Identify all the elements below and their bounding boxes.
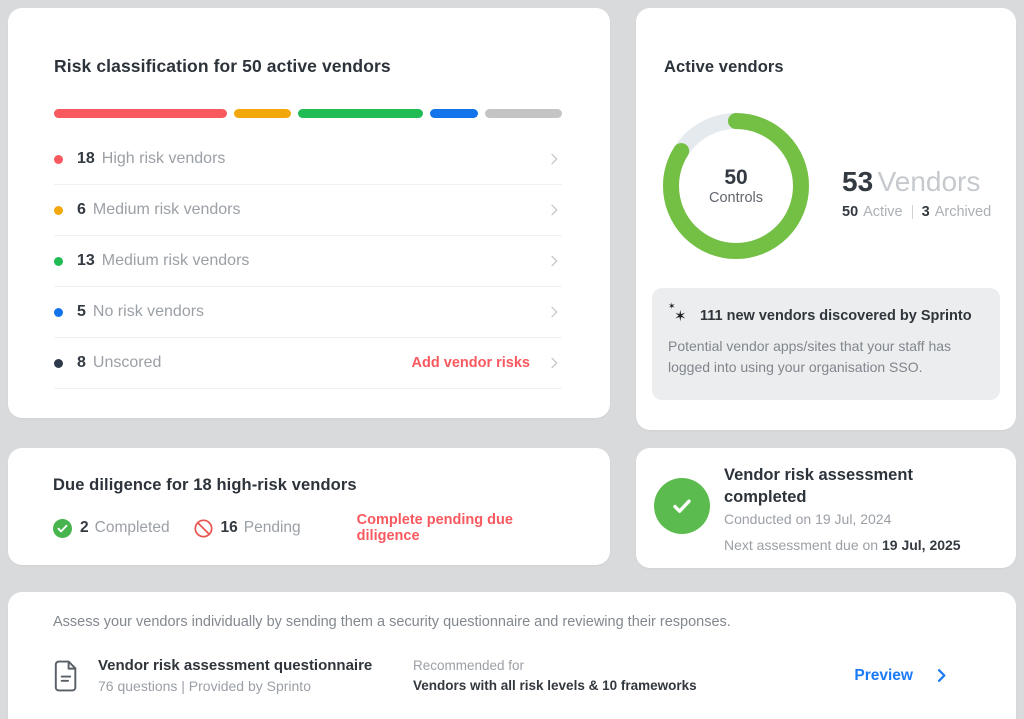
complete-due-diligence-link[interactable]: Complete pending due diligence [356, 512, 513, 544]
pending-label: Pending [243, 519, 301, 536]
medium-risk-count: 6 [77, 201, 86, 218]
controls-donut-chart: 50 Controls [654, 104, 818, 268]
divider [911, 205, 913, 219]
vendors-summary: 53 Vendors 50 Active 3 Archived [842, 166, 991, 220]
success-check-icon [654, 478, 710, 534]
donut-progress [663, 113, 809, 259]
recommended-for-value: Vendors with all risk levels & 10 framew… [413, 678, 697, 693]
pending-count: 16 [220, 519, 238, 536]
low-risk-dot [54, 256, 63, 266]
archived-count: 3 [921, 204, 930, 220]
active-vendors-card: Active vendors 50 Controls 53 Vendors 50… [636, 8, 1016, 430]
risk-rows-list: 18 High risk vendors 6 Medium risk vendo… [54, 134, 562, 389]
preview-label: Preview [854, 666, 913, 684]
bar-segment-unscored [485, 109, 562, 118]
unscored-label: Unscored [92, 354, 162, 371]
next-due-date: 19 Jul, 2025 [881, 536, 961, 553]
bar-segment-high [54, 109, 227, 118]
unscored-dot [54, 358, 63, 368]
archived-label: Archived [934, 204, 992, 220]
discovery-description: Potential vendor apps/sites that your st… [668, 338, 952, 375]
risk-row-medium[interactable]: 6 Medium risk vendors [54, 185, 562, 236]
risk-row-unscored[interactable]: 8 Unscored Add vendor risks [54, 338, 562, 389]
risk-distribution-bar [54, 109, 562, 118]
questionnaire-intro: Assess your vendors individually by send… [53, 614, 731, 630]
bar-segment-no-risk [430, 109, 479, 118]
sparkles-icon: ✶ ✶ [668, 301, 687, 325]
assessment-title: Vendor risk assessment completed [724, 466, 913, 507]
blocked-icon [193, 518, 213, 538]
risk-row-high[interactable]: 18 High risk vendors [54, 134, 562, 185]
risk-row-medium-2[interactable]: 13 Medium risk vendors [54, 236, 562, 287]
chevron-right-icon [546, 253, 562, 269]
vendors-total-count: 53 [842, 166, 874, 197]
bar-segment-medium-2 [298, 109, 424, 118]
risk-card-title: Risk classification for 50 active vendor… [54, 56, 391, 76]
unscored-count: 8 [77, 354, 86, 371]
risk-row-no-risk[interactable]: 5 No risk vendors [54, 287, 562, 338]
medium-risk-dot [54, 205, 63, 215]
assessment-next-due: Next assessment due on 19 Jul, 2025 [724, 536, 961, 553]
due-diligence-card: Due diligence for 18 high-risk vendors 2… [8, 448, 610, 565]
recommended-for-label: Recommended for [413, 658, 525, 673]
vendor-discovery-banner: ✶ ✶ 111 new vendors discovered by Sprinto… [652, 288, 1000, 400]
check-circle-icon [53, 518, 72, 538]
active-label: Active [863, 204, 903, 220]
chevron-right-icon [933, 667, 950, 684]
questionnaire-card: Assess your vendors individually by send… [8, 592, 1016, 719]
chevron-right-icon [546, 151, 562, 167]
add-vendor-risks-link[interactable]: Add vendor risks [411, 355, 530, 371]
high-risk-count: 18 [77, 150, 95, 167]
chevron-right-icon [546, 355, 562, 371]
chevron-right-icon [546, 304, 562, 320]
document-icon [53, 660, 81, 692]
risk-classification-card: Risk classification for 50 active vendor… [8, 8, 610, 418]
no-risk-dot [54, 307, 63, 317]
vendors-word: Vendors [877, 166, 981, 197]
questionnaire-title: Vendor risk assessment questionnaire [98, 657, 373, 674]
completed-count: 2 [80, 519, 89, 536]
active-count: 50 [842, 204, 859, 220]
no-risk-count: 5 [77, 303, 86, 320]
assessment-completed-card: Vendor risk assessment completed Conduct… [636, 448, 1016, 568]
due-diligence-title: Due diligence for 18 high-risk vendors [53, 476, 357, 494]
donut-center-value: 50 [724, 166, 748, 190]
completed-label: Completed [94, 519, 170, 536]
high-risk-label: High risk vendors [101, 150, 226, 167]
active-vendors-title: Active vendors [664, 58, 784, 76]
assessment-conducted-date: Conducted on 19 Jul, 2024 [724, 510, 892, 527]
high-risk-dot [54, 154, 63, 164]
medium-risk-label: Medium risk vendors [92, 201, 241, 218]
donut-center-label: Controls [709, 189, 763, 206]
low-risk-count: 13 [77, 252, 95, 269]
preview-button[interactable]: Preview [854, 667, 950, 685]
bar-segment-medium [233, 109, 292, 118]
questionnaire-meta: 76 questions | Provided by Sprinto [98, 678, 311, 694]
discovery-title: 111 new vendors discovered by Sprinto [700, 308, 972, 324]
chevron-right-icon [546, 202, 562, 218]
no-risk-label: No risk vendors [92, 303, 205, 320]
low-risk-label: Medium risk vendors [101, 252, 250, 269]
